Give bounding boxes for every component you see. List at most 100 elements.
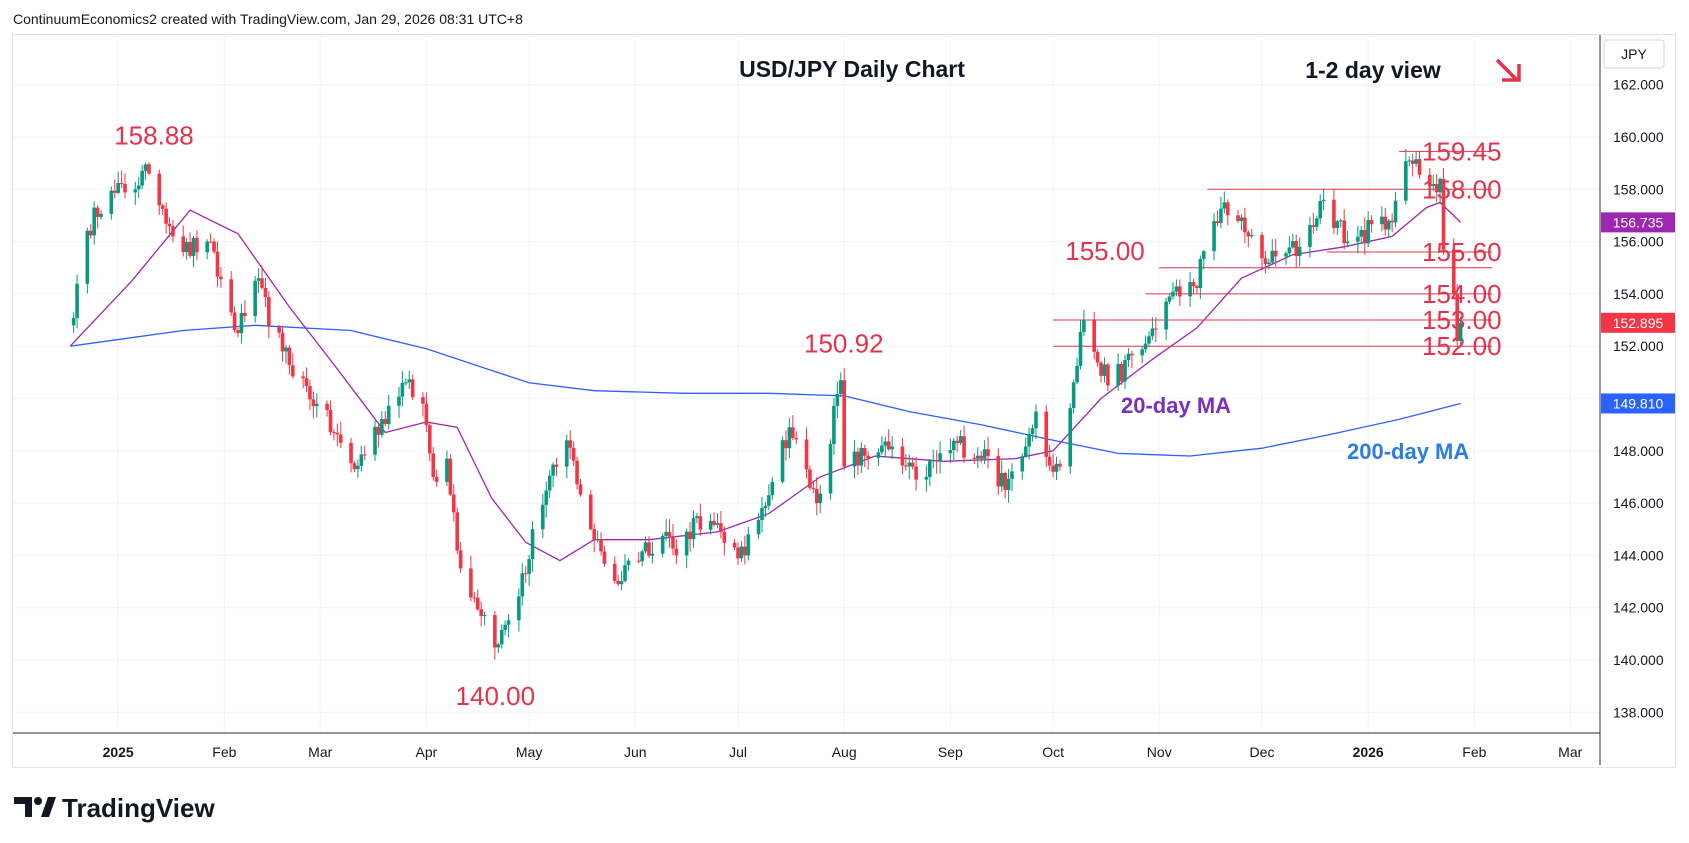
candle: [1318, 194, 1323, 225]
candle: [595, 530, 600, 542]
candle: [479, 601, 483, 627]
level-154-00: 154.00: [1145, 279, 1502, 309]
candle: [431, 447, 436, 481]
tradingview-logo-icon: [14, 797, 56, 817]
candle: [263, 278, 268, 308]
candle: [116, 171, 120, 195]
candle: [75, 274, 79, 329]
candle: [1082, 309, 1086, 337]
candle: [469, 555, 473, 602]
candle: [1140, 346, 1144, 364]
x-tick-label: Nov: [1147, 744, 1172, 760]
candle: [866, 451, 870, 470]
level-label: 155.00: [1065, 236, 1145, 266]
candle: [407, 370, 412, 389]
svg-text:156.735: 156.735: [1613, 214, 1664, 230]
candle: [421, 392, 425, 417]
candle: [928, 458, 932, 486]
candle: [448, 454, 453, 497]
candle: [1006, 468, 1011, 503]
price-axis[interactable]: 162.000 160.000 158.000 156.000 154.000 152.0…: [1601, 77, 1675, 721]
candle: [640, 549, 644, 567]
candle: [1225, 199, 1230, 226]
candle: [1294, 234, 1299, 269]
x-tick-label: Sep: [938, 744, 963, 760]
candle: [808, 465, 812, 491]
candle: [1308, 216, 1312, 258]
candle: [838, 372, 843, 398]
currency-button[interactable]: JPY: [1603, 39, 1665, 69]
candle: [133, 181, 138, 205]
candle: [719, 511, 723, 539]
candle: [157, 169, 162, 215]
candle: [208, 233, 213, 244]
candle: [95, 205, 100, 229]
candle: [386, 394, 391, 430]
candle: [1044, 404, 1049, 468]
candle: [859, 442, 864, 474]
candle: [404, 378, 408, 386]
y-tick-label: 144.000: [1613, 547, 1664, 563]
candle: [1356, 225, 1360, 254]
candle: [112, 179, 117, 199]
candle: [1102, 357, 1107, 383]
ma200-layer: [70, 324, 1461, 457]
candle: [1414, 151, 1418, 167]
candle: [260, 265, 264, 290]
candle: [143, 162, 148, 180]
candle: [527, 554, 531, 586]
candle: [1362, 217, 1367, 255]
time-axis[interactable]: 2025 Feb Mar Apr May Jun Jul Aug Sep Oct Nov Dec 202…: [103, 744, 1583, 760]
candle: [1147, 331, 1151, 347]
candle: [660, 533, 665, 558]
candle: [280, 325, 285, 362]
x-tick-label: Jun: [624, 744, 647, 760]
candle: [708, 513, 713, 535]
candle: [1020, 453, 1025, 480]
candle: [455, 507, 460, 555]
candle: [458, 541, 463, 573]
candle: [1431, 174, 1436, 192]
candle: [1003, 471, 1007, 499]
candle: [907, 454, 912, 480]
candle: [852, 440, 857, 479]
candle: [1167, 292, 1172, 305]
candle: [832, 398, 836, 455]
candle: [335, 423, 340, 447]
candle: [1417, 151, 1422, 179]
candle: [530, 520, 535, 572]
candle: [1438, 177, 1442, 205]
candle: [575, 456, 579, 490]
candle: [814, 477, 819, 516]
candle: [1458, 316, 1463, 345]
ma200-line: [70, 324, 1461, 457]
candle: [239, 303, 244, 344]
candles-layer: [71, 148, 1463, 660]
candle: [972, 453, 977, 464]
candle: [229, 271, 233, 317]
candle: [791, 415, 795, 441]
candle: [856, 447, 860, 475]
candle: [842, 368, 846, 470]
candle: [277, 324, 281, 338]
candle: [1239, 214, 1244, 231]
candle: [1116, 353, 1120, 391]
tradingview-logo-text: TradingView: [62, 793, 215, 823]
candle: [883, 437, 888, 458]
candle: [383, 410, 388, 427]
candle: [780, 436, 785, 484]
tradingview-logo[interactable]: TradingView: [14, 793, 215, 823]
candle: [1383, 207, 1388, 236]
candle: [1051, 453, 1055, 478]
candle: [890, 436, 894, 460]
candle: [181, 225, 186, 257]
candle: [301, 371, 305, 389]
candle: [1386, 219, 1391, 238]
candle: [688, 522, 692, 552]
candle: [123, 173, 127, 199]
candle: [1273, 238, 1278, 267]
candle: [619, 570, 624, 591]
candle: [934, 450, 939, 474]
candle: [325, 400, 329, 417]
